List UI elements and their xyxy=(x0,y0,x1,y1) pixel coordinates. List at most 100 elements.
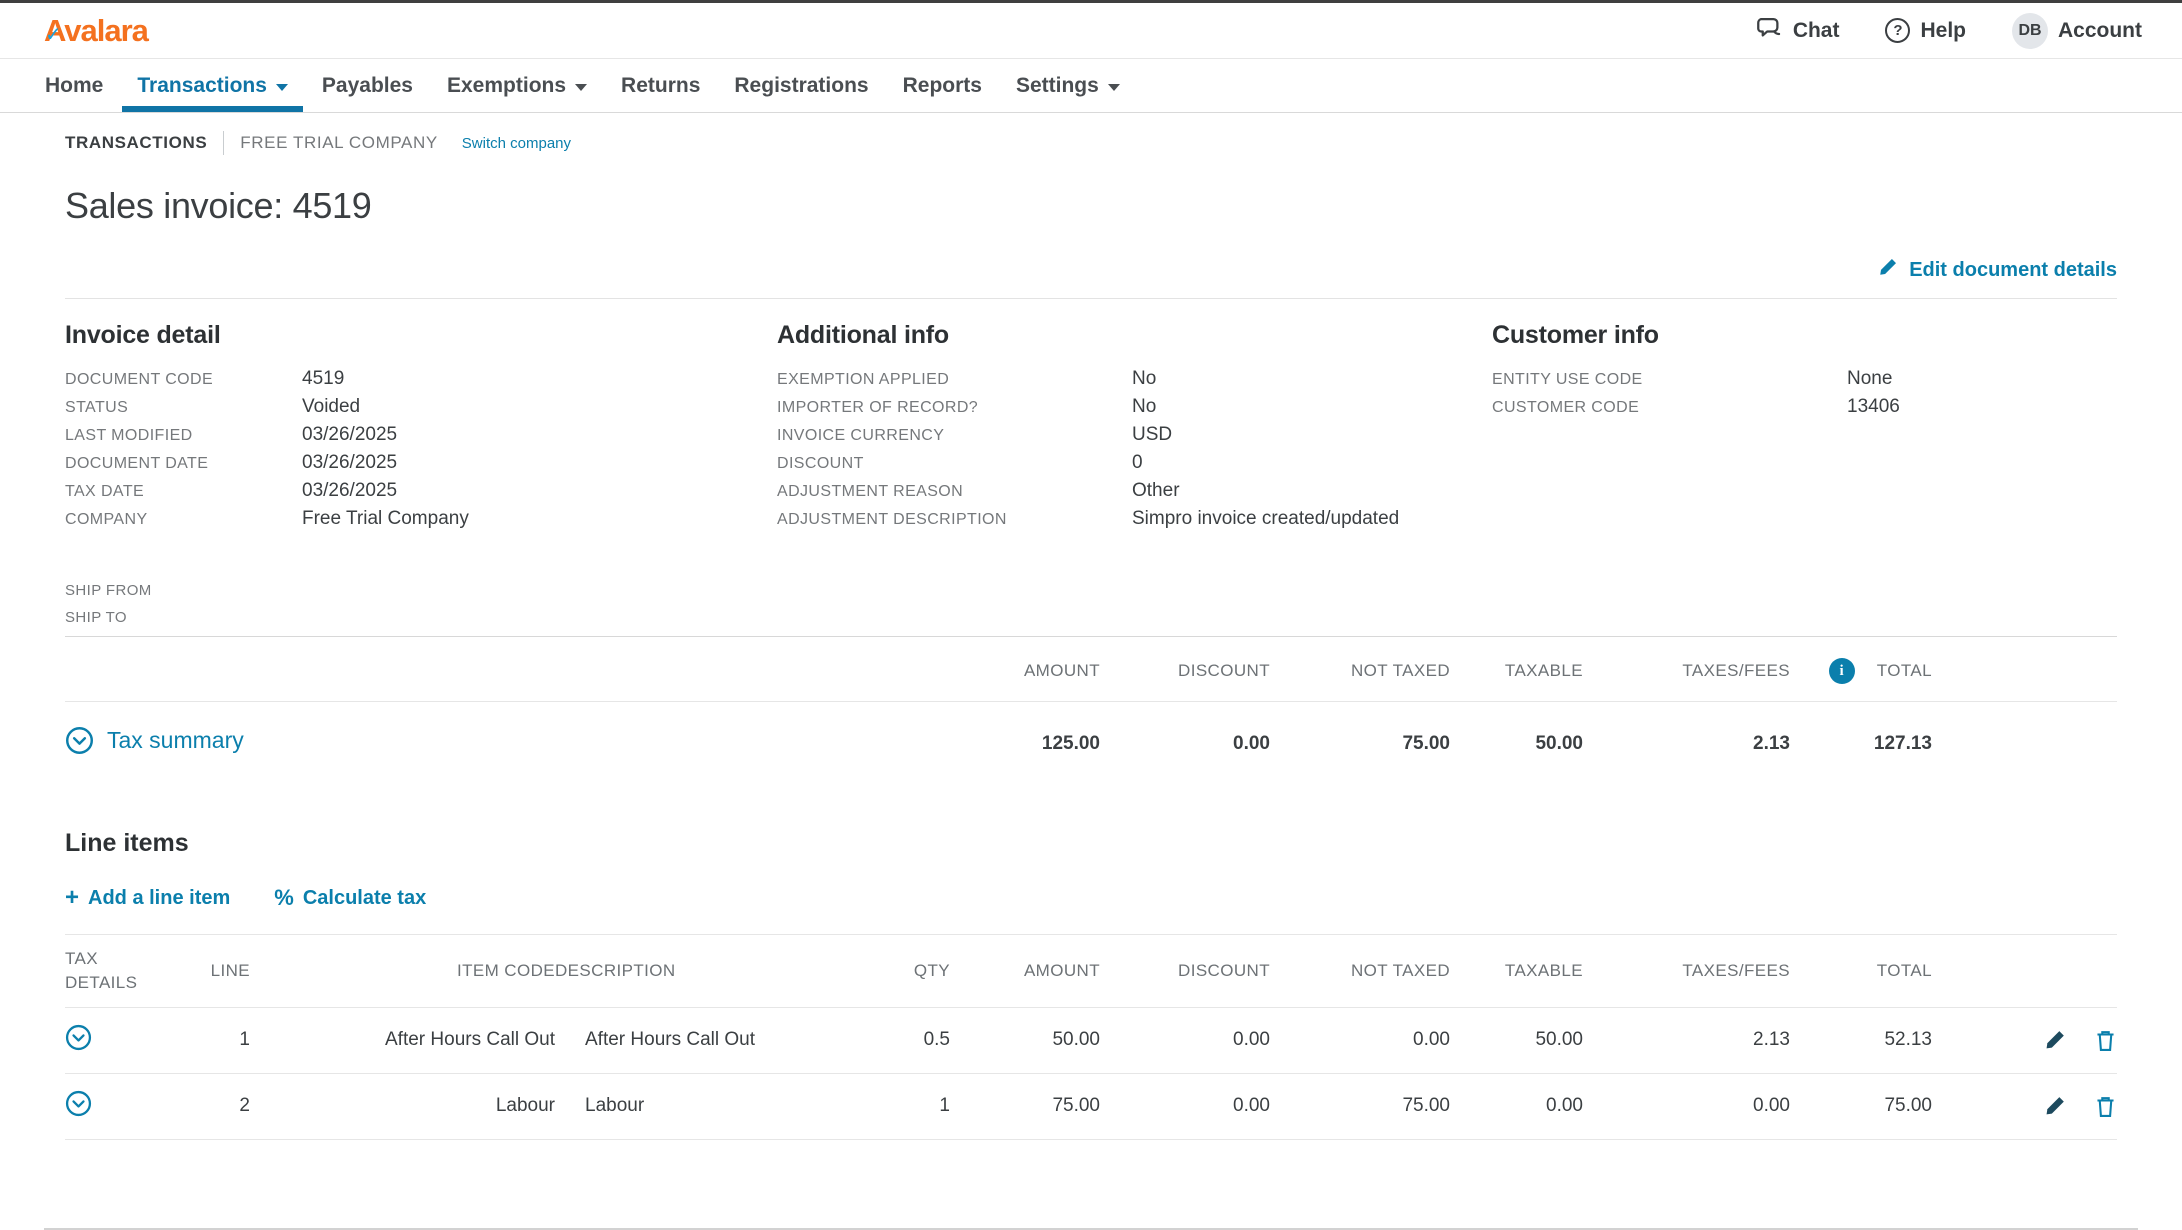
summary-not-taxed: 75.00 xyxy=(1270,702,1450,782)
field-label: ADJUSTMENT DESCRIPTION xyxy=(777,511,1132,529)
nav-label: Transactions xyxy=(137,74,267,98)
chat-button[interactable]: Chat xyxy=(1756,14,1840,47)
cell-taxable: 50.00 xyxy=(1450,1007,1583,1073)
breadcrumb-company: FREE TRIAL COMPANY xyxy=(240,133,438,153)
field-label: EXEMPTION APPLIED xyxy=(777,371,1132,389)
spacer-cell xyxy=(1932,702,2117,782)
cell-item-code: Labour xyxy=(250,1073,555,1139)
field-label: DOCUMENT DATE xyxy=(65,455,302,473)
add-line-item-button[interactable]: + Add a line item xyxy=(65,886,230,910)
total-header-label: TOTAL xyxy=(1877,661,1932,681)
help-label: Help xyxy=(1920,19,1966,43)
expand-tax-details-button[interactable] xyxy=(65,1024,92,1051)
field-label: ADJUSTMENT REASON xyxy=(777,483,1132,501)
field-value: Free Trial Company xyxy=(302,508,469,530)
field-document-date: DOCUMENT DATE 03/26/2025 xyxy=(65,452,777,474)
ship-to-label: SHIP TO xyxy=(65,609,302,626)
chat-label: Chat xyxy=(1793,19,1840,43)
chevron-down-icon xyxy=(276,84,288,91)
col-header-taxes-fees: TAXES/FEES xyxy=(1583,935,1790,1008)
cell-description: Labour xyxy=(555,1073,895,1139)
nav-label: Reports xyxy=(903,74,982,98)
calculate-tax-button[interactable]: % Calculate tax xyxy=(274,887,426,910)
summary-taxable: 50.00 xyxy=(1450,702,1583,782)
top-bar: Avalara ✓ Chat ? Help DB Account xyxy=(0,3,2182,59)
edit-row: Edit document details xyxy=(65,257,2117,284)
nav-item-settings[interactable]: Settings xyxy=(999,59,1137,112)
col-header-total: i TOTAL xyxy=(1790,637,1932,702)
customer-info-heading: Customer info xyxy=(1492,321,2117,350)
field-value: 03/26/2025 xyxy=(302,452,397,474)
cell-qty: 0.5 xyxy=(895,1007,950,1073)
nav-item-registrations[interactable]: Registrations xyxy=(717,59,885,112)
tax-summary-table: AMOUNT DISCOUNT NOT TAXED TAXABLE TAXES/… xyxy=(65,637,2117,781)
cell-line: 1 xyxy=(185,1007,250,1073)
col-header-not-taxed: NOT TAXED xyxy=(1270,935,1450,1008)
chevron-down-icon xyxy=(575,84,587,91)
additional-info-heading: Additional info xyxy=(777,321,1492,350)
breadcrumb-section: TRANSACTIONS xyxy=(65,133,207,153)
field-value: Other xyxy=(1132,480,1180,502)
nav-item-exemptions[interactable]: Exemptions xyxy=(430,59,604,112)
field-value: Simpro invoice created/updated xyxy=(1132,508,1399,530)
line-item-row: 2 Labour Labour 1 75.00 0.00 75.00 0.00 … xyxy=(65,1073,2117,1139)
col-header-actions xyxy=(1932,935,2117,1008)
info-icon[interactable]: i xyxy=(1829,658,1855,684)
cell-discount: 0.00 xyxy=(1100,1007,1270,1073)
spacer-header-cell xyxy=(1932,637,2117,702)
switch-company-link[interactable]: Switch company xyxy=(462,135,571,152)
field-label: ENTITY USE CODE xyxy=(1492,371,1847,389)
expand-tax-details-button[interactable] xyxy=(65,1090,92,1117)
account-button[interactable]: DB Account xyxy=(2012,13,2142,49)
col-header-taxable: TAXABLE xyxy=(1450,935,1583,1008)
field-exemption-applied: EXEMPTION APPLIED No xyxy=(777,368,1492,390)
edit-document-details-button[interactable]: Edit document details xyxy=(1877,257,2117,284)
tax-summary-toggle[interactable]: Tax summary xyxy=(65,726,244,755)
nav-label: Home xyxy=(45,74,103,98)
edit-line-item-button[interactable] xyxy=(2043,1095,2066,1118)
topbar-right: Chat ? Help DB Account xyxy=(1756,13,2142,49)
edit-line-item-button[interactable] xyxy=(2043,1029,2066,1052)
help-icon: ? xyxy=(1885,18,1910,43)
field-value: 03/26/2025 xyxy=(302,424,397,446)
field-entity-use-code: ENTITY USE CODE None xyxy=(1492,368,2117,390)
field-value: None xyxy=(1847,368,1892,390)
field-label: INVOICE CURRENCY xyxy=(777,427,1132,445)
field-company: COMPANY Free Trial Company xyxy=(65,508,777,530)
line-item-row: 1 After Hours Call Out After Hours Call … xyxy=(65,1007,2117,1073)
field-label: LAST MODIFIED xyxy=(65,427,302,445)
nav-label: Registrations xyxy=(734,74,868,98)
delete-line-item-button[interactable] xyxy=(2094,1029,2117,1052)
field-status: STATUS Voided xyxy=(65,396,777,418)
nav-item-reports[interactable]: Reports xyxy=(886,59,999,112)
cell-total: 52.13 xyxy=(1790,1007,1932,1073)
field-value: No xyxy=(1132,396,1156,418)
cell-item-code: After Hours Call Out xyxy=(250,1007,555,1073)
avatar: DB xyxy=(2012,13,2048,49)
help-button[interactable]: ? Help xyxy=(1885,18,1966,43)
cell-total: 75.00 xyxy=(1790,1073,1932,1139)
nav-item-transactions[interactable]: Transactions xyxy=(120,59,305,112)
col-header-qty: QTY xyxy=(895,935,950,1008)
field-label: COMPANY xyxy=(65,511,302,529)
account-label: Account xyxy=(2058,19,2142,43)
cell-taxes-fees: 2.13 xyxy=(1583,1007,1790,1073)
field-adjustment-description: ADJUSTMENT DESCRIPTION Simpro invoice cr… xyxy=(777,508,1492,530)
cell-not-taxed: 75.00 xyxy=(1270,1073,1450,1139)
nav-item-returns[interactable]: Returns xyxy=(604,59,717,112)
field-value: No xyxy=(1132,368,1156,390)
cell-qty: 1 xyxy=(895,1073,950,1139)
avalara-check-icon: ✓ xyxy=(45,22,61,47)
nav-item-payables[interactable]: Payables xyxy=(305,59,430,112)
line-items-header-row: TAX DETAILS LINE ITEM CODE DESCRIPTION Q… xyxy=(65,935,2117,1008)
field-customer-code: CUSTOMER CODE 13406 xyxy=(1492,396,2117,418)
summary-amount: 125.00 xyxy=(950,702,1100,782)
nav-item-home[interactable]: Home xyxy=(28,59,120,112)
field-discount: DISCOUNT 0 xyxy=(777,452,1492,474)
col-header-amount: AMOUNT xyxy=(950,935,1100,1008)
field-value: Voided xyxy=(302,396,360,418)
calculate-tax-label: Calculate tax xyxy=(303,887,426,910)
field-label: TAX DATE xyxy=(65,483,302,501)
delete-line-item-button[interactable] xyxy=(2094,1095,2117,1118)
avalara-logo[interactable]: Avalara ✓ xyxy=(44,13,148,49)
